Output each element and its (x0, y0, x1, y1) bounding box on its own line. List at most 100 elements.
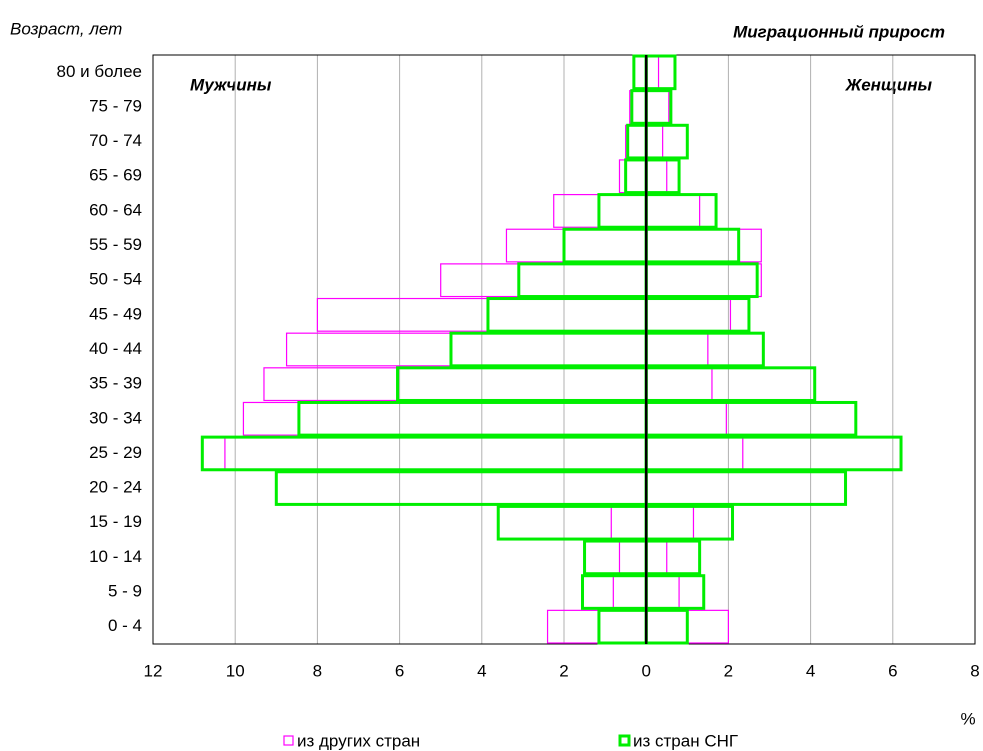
x-tick-label: 8 (313, 661, 322, 680)
x-tick-label: 6 (395, 661, 404, 680)
bar (645, 90, 670, 124)
bar (644, 297, 751, 333)
bar (546, 609, 647, 644)
women-label: Женщины (845, 75, 933, 94)
bar (644, 400, 858, 437)
bar (645, 159, 668, 194)
y-tick-label: 10 - 14 (89, 547, 142, 566)
bar (645, 193, 701, 228)
y-tick-label: 50 - 54 (89, 270, 142, 289)
x-axis-label: % (960, 709, 975, 728)
bar (633, 55, 647, 90)
x-tick-label: 2 (559, 661, 568, 680)
legend-swatch (283, 735, 294, 746)
bar (645, 540, 668, 575)
bar (644, 262, 759, 299)
bar (645, 401, 727, 436)
bar (644, 608, 689, 645)
y-tick-label: 0 - 4 (108, 616, 142, 635)
men-label: Мужчины (190, 75, 272, 94)
bar (242, 401, 647, 436)
bar (645, 505, 695, 540)
bar (612, 575, 647, 609)
legend-swatch (618, 734, 631, 747)
bar (275, 471, 647, 506)
bar (644, 123, 689, 160)
bar (618, 540, 647, 575)
bar (200, 435, 648, 472)
bar (597, 608, 648, 645)
bar (396, 366, 648, 402)
bar (505, 228, 647, 263)
y-tick-label: 5 - 9 (108, 582, 142, 601)
x-tick-label: 0 (641, 661, 650, 680)
bar (645, 332, 709, 367)
bar (449, 331, 648, 368)
y-tick-label: 35 - 39 (89, 374, 142, 393)
bar (644, 89, 673, 125)
y-tick-label: 75 - 79 (89, 96, 142, 115)
y-tick-label: 20 - 24 (89, 478, 142, 497)
bar (630, 89, 648, 125)
bar (597, 193, 648, 229)
bar (562, 227, 648, 264)
bar (645, 575, 680, 609)
bar (224, 436, 647, 471)
x-tick-label: 8 (970, 661, 979, 680)
bar (263, 367, 647, 402)
bar (644, 193, 718, 229)
x-tick-label: 12 (144, 661, 163, 680)
y-tick-label: 15 - 19 (89, 512, 142, 531)
bar (517, 262, 648, 299)
bar (644, 539, 702, 576)
bar (644, 504, 735, 541)
y-tick-label: 25 - 29 (89, 443, 142, 462)
legend-label: из стран СНГ (633, 731, 738, 750)
x-tick-label: 4 (477, 661, 486, 680)
bar (644, 331, 765, 368)
y-tick-label: 45 - 49 (89, 304, 142, 323)
y-tick-label: 80 и более (57, 62, 143, 81)
bar (645, 263, 762, 298)
y-tick-label: 30 - 34 (89, 408, 142, 427)
bar (610, 505, 647, 540)
bar (626, 123, 648, 160)
y-tick-label: 65 - 69 (89, 166, 142, 185)
bar (632, 54, 648, 91)
plot-border (152, 54, 976, 645)
bar (644, 470, 848, 506)
bar (297, 400, 648, 437)
y-tick-label: 70 - 74 (89, 131, 142, 150)
bar (645, 55, 660, 90)
y-axis-label: Возраст, лет (10, 19, 122, 38)
bar (644, 574, 706, 610)
bar (644, 435, 903, 472)
bar (644, 366, 817, 402)
bar (645, 228, 762, 263)
x-tick-label: 10 (226, 661, 245, 680)
x-tick-label: 2 (724, 661, 733, 680)
bar (644, 227, 741, 264)
bar (645, 124, 664, 159)
bar (618, 159, 647, 194)
bar (274, 470, 648, 506)
bar (486, 297, 648, 333)
bar (285, 332, 647, 367)
bar (645, 471, 847, 506)
bar (645, 297, 732, 332)
chart-title: Миграционный прирост (733, 22, 945, 41)
legend-label: из других стран (297, 731, 420, 750)
bar (644, 158, 681, 195)
y-tick-label: 55 - 59 (89, 235, 142, 254)
x-tick-label: 6 (888, 661, 897, 680)
y-tick-label: 40 - 44 (89, 339, 142, 358)
bar (624, 158, 648, 195)
bar (496, 504, 648, 541)
y-tick-label: 60 - 64 (89, 200, 142, 219)
bar (583, 539, 648, 576)
bar (440, 263, 647, 298)
x-tick-label: 4 (806, 661, 815, 680)
bar (645, 367, 713, 402)
bar (644, 54, 677, 91)
